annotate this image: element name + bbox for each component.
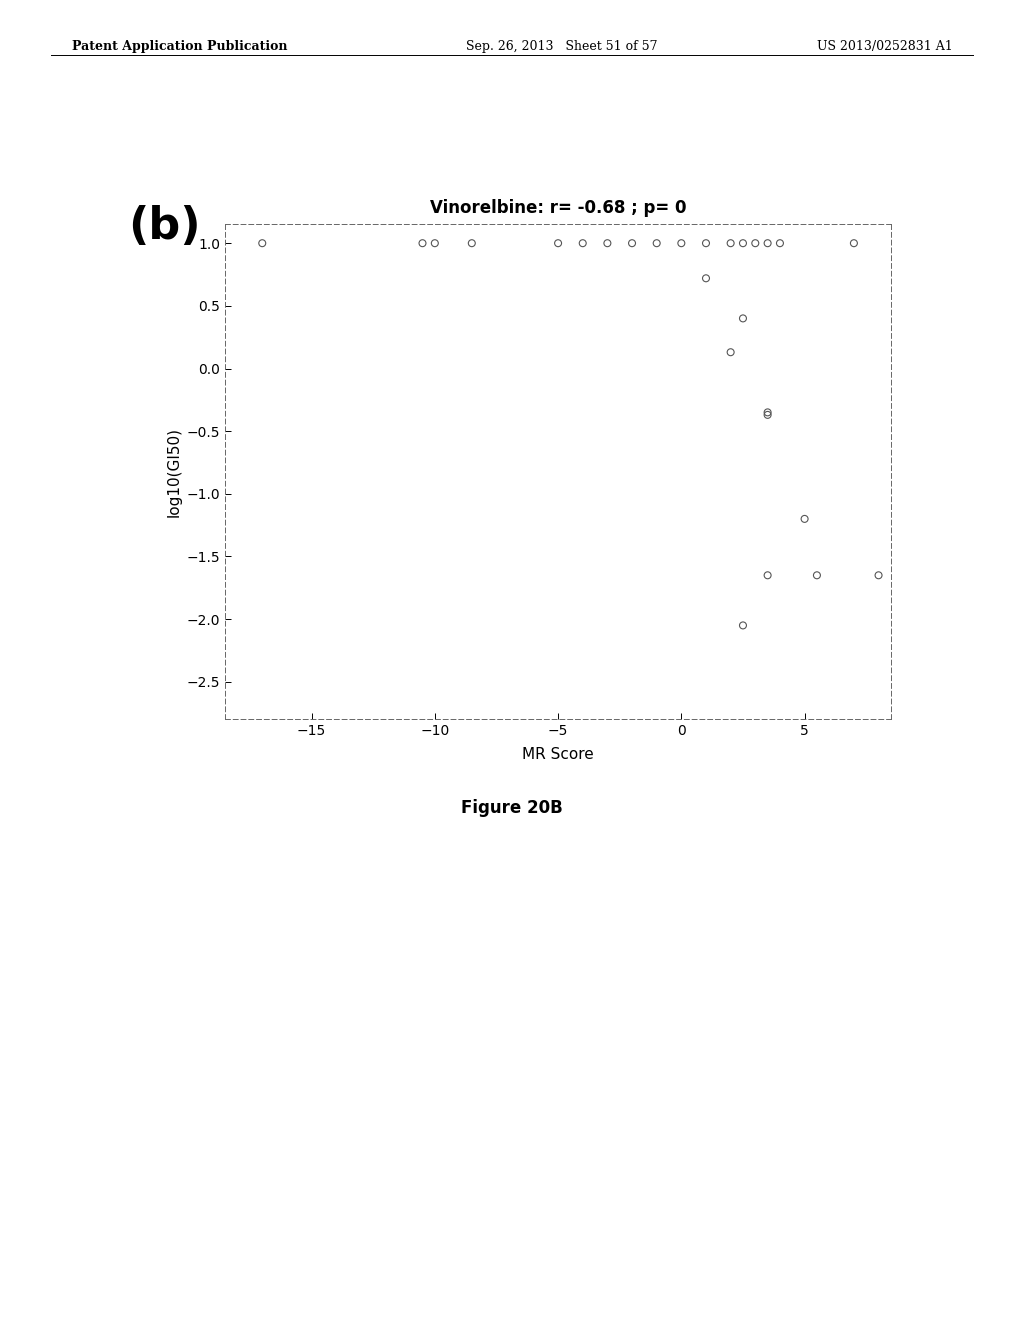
Point <box>760 565 776 586</box>
Point <box>697 232 714 253</box>
Point <box>797 508 813 529</box>
Text: (b): (b) <box>128 205 201 248</box>
Text: Sep. 26, 2013   Sheet 51 of 57: Sep. 26, 2013 Sheet 51 of 57 <box>466 40 657 53</box>
Point <box>760 232 776 253</box>
Point <box>735 308 752 329</box>
Point <box>723 232 739 253</box>
Point <box>599 232 615 253</box>
Point <box>772 232 788 253</box>
Point <box>673 232 689 253</box>
Y-axis label: log10(GI50): log10(GI50) <box>166 426 181 517</box>
Point <box>748 232 764 253</box>
Point <box>415 232 431 253</box>
Point <box>870 565 887 586</box>
Point <box>427 232 443 253</box>
Point <box>735 615 752 636</box>
Point <box>735 232 752 253</box>
X-axis label: MR Score: MR Score <box>522 747 594 762</box>
Point <box>574 232 591 253</box>
Point <box>723 342 739 363</box>
Point <box>648 232 665 253</box>
Text: Patent Application Publication: Patent Application Publication <box>72 40 287 53</box>
Point <box>550 232 566 253</box>
Point <box>697 268 714 289</box>
Point <box>760 401 776 422</box>
Point <box>846 232 862 253</box>
Point <box>809 565 825 586</box>
Point <box>254 232 270 253</box>
Text: Figure 20B: Figure 20B <box>461 799 563 817</box>
Point <box>624 232 640 253</box>
Point <box>760 404 776 425</box>
Point <box>464 232 480 253</box>
Title: Vinorelbine: r= -0.68 ; p= 0: Vinorelbine: r= -0.68 ; p= 0 <box>430 199 686 218</box>
Text: US 2013/0252831 A1: US 2013/0252831 A1 <box>816 40 952 53</box>
